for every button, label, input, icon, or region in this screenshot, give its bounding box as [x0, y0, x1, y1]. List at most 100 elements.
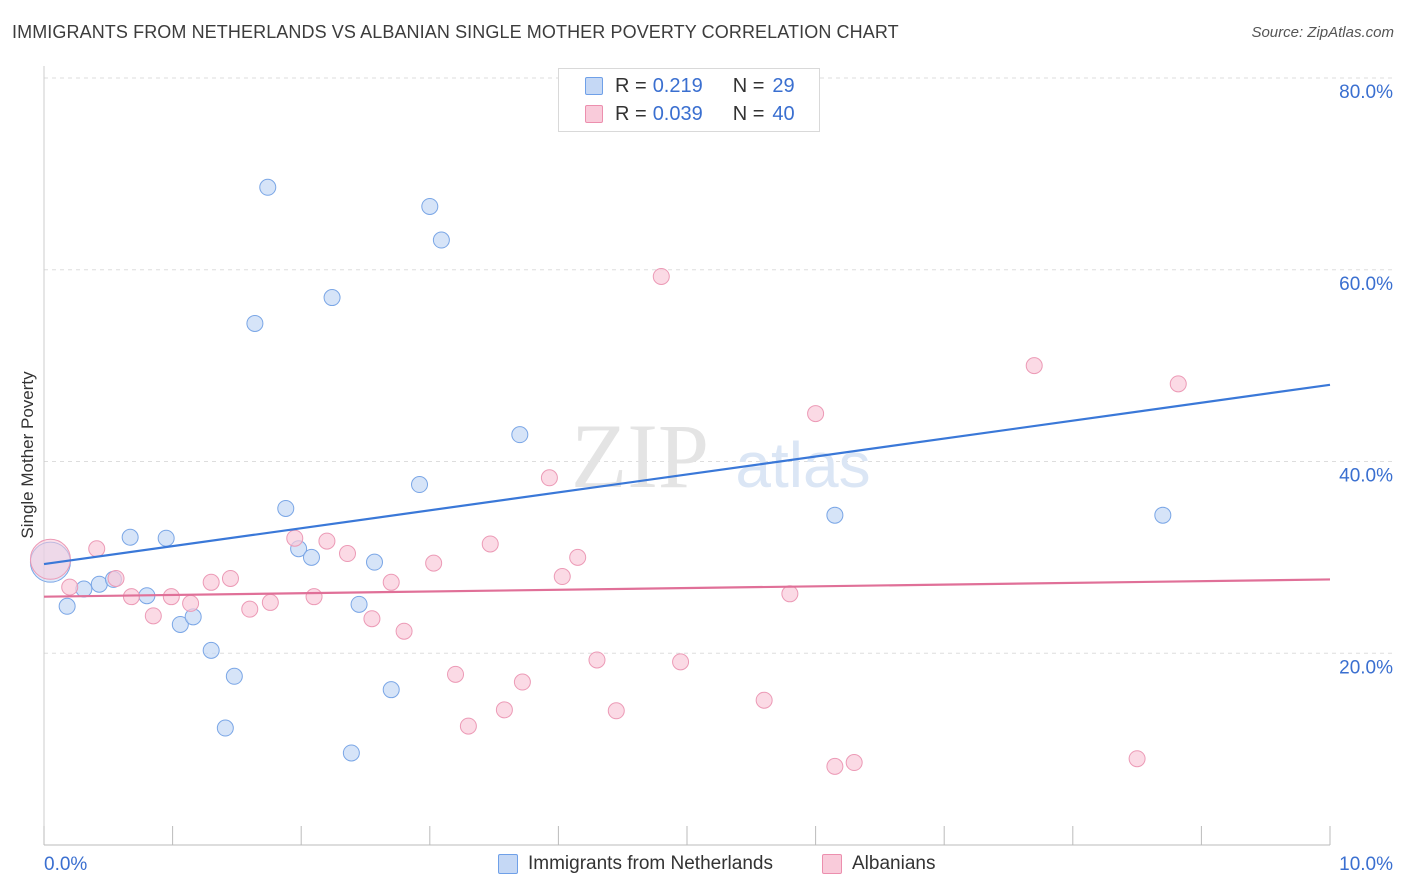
- chart-title: IMMIGRANTS FROM NETHERLANDS VS ALBANIAN …: [12, 22, 899, 42]
- albanians-point: [182, 594, 200, 612]
- tick-labels: 20.0% 40.0% 60.0% 80.0% 0.0% 10.0%: [44, 82, 1393, 875]
- stats-legend-row-netherlands: R = 0.219 N = 29: [585, 73, 795, 99]
- netherlands-point: [171, 615, 189, 633]
- albanians-point: [221, 569, 239, 587]
- albanians-point: [261, 593, 279, 611]
- y-tick-label: 40.0%: [1339, 466, 1393, 487]
- albanians-point: [88, 540, 106, 558]
- netherlands-point: [121, 528, 139, 546]
- netherlands-point: [342, 744, 360, 762]
- albanians-point: [807, 405, 825, 423]
- netherlands-swatch: [585, 77, 603, 95]
- albanians-point: [513, 673, 531, 691]
- albanians-point: [29, 538, 71, 580]
- stats-legend-row-albanians: R = 0.039 N = 40: [585, 101, 795, 127]
- albanians-point: [382, 573, 400, 591]
- netherlands-trend-line: [43, 383, 1331, 566]
- netherlands-point: [1154, 506, 1172, 524]
- netherlands-point: [366, 553, 384, 571]
- albanians-point: [447, 665, 465, 683]
- watermark: ZIP atlas: [571, 405, 871, 507]
- grid-lines: [44, 77, 1392, 654]
- albanians-point: [286, 529, 304, 547]
- albanians-point: [338, 545, 356, 563]
- albanians-point: [607, 702, 625, 720]
- albanians-trend-line: [43, 578, 1331, 598]
- netherlands-point: [58, 597, 76, 615]
- trend-lines: [43, 383, 1331, 598]
- netherlands-point: [157, 529, 175, 547]
- netherlands-point: [302, 548, 320, 566]
- netherlands-point: [75, 580, 93, 598]
- source-label: Source: ZipAtlas.com: [1251, 24, 1394, 41]
- albanians-point: [395, 622, 413, 640]
- albanians-point: [652, 267, 670, 285]
- albanians-point: [1025, 357, 1043, 375]
- netherlands-point: [225, 667, 243, 685]
- albanians-point: [144, 607, 162, 625]
- albanians-point: [826, 757, 844, 775]
- netherlands-point: [432, 231, 450, 249]
- x-tick-label-end: 10.0%: [1339, 854, 1393, 875]
- albanians-point: [241, 600, 259, 618]
- netherlands-point: [216, 719, 234, 737]
- albanians-point: [540, 469, 558, 487]
- netherlands-point: [246, 314, 264, 332]
- y-tick-label: 80.0%: [1339, 82, 1393, 103]
- legend-label-albanians: Albanians: [852, 853, 936, 874]
- n-value: 29: [772, 74, 795, 97]
- netherlands-point: [90, 575, 108, 593]
- netherlands-point: [277, 499, 295, 517]
- albanians-point: [61, 578, 79, 596]
- albanians-point: [672, 653, 690, 671]
- albanians-point: [107, 569, 125, 587]
- albanians-point: [495, 701, 513, 719]
- albanians-point: [588, 651, 606, 669]
- netherlands-point: [511, 426, 529, 444]
- netherlands-point: [421, 197, 439, 215]
- netherlands-point: [411, 476, 429, 494]
- legend-label-netherlands: Immigrants from Netherlands: [528, 853, 773, 874]
- netherlands-point: [323, 289, 341, 307]
- x-tick-label-start: 0.0%: [44, 854, 87, 875]
- y-tick-label: 20.0%: [1339, 657, 1393, 678]
- legend-item-albanians[interactable]: Albanians: [822, 852, 935, 876]
- albanians-point: [162, 588, 180, 606]
- albanians-point: [569, 548, 587, 566]
- netherlands-point: [382, 681, 400, 699]
- albanians-point: [363, 610, 381, 628]
- r-label: R =: [615, 102, 647, 125]
- albanians-legend-swatch: [822, 854, 842, 874]
- y-tick-label: 60.0%: [1339, 274, 1393, 295]
- netherlands-legend-swatch: [498, 854, 518, 874]
- albanians-point: [425, 554, 443, 572]
- albanians-point: [1169, 375, 1187, 393]
- axes: [43, 66, 1331, 846]
- albanians-point: [318, 532, 336, 550]
- albanians-point: [845, 754, 863, 772]
- r-label: R =: [615, 74, 647, 97]
- netherlands-point: [202, 641, 220, 659]
- albanians-point: [755, 691, 773, 709]
- stats-legend: R = 0.219 N = 29 R = 0.039 N = 40: [558, 68, 820, 132]
- legend-item-netherlands[interactable]: Immigrants from Netherlands: [498, 852, 773, 876]
- r-value: 0.039: [652, 102, 703, 125]
- albanians-swatch: [585, 105, 603, 123]
- albanians-point: [202, 573, 220, 591]
- albanians-point: [553, 568, 571, 586]
- netherlands-point: [259, 178, 277, 196]
- n-value: 40: [772, 102, 795, 125]
- netherlands-point: [350, 595, 368, 613]
- albanians-point: [481, 535, 499, 553]
- r-value: 0.219: [652, 74, 703, 97]
- albanians-point: [781, 585, 799, 603]
- n-label: N =: [732, 102, 765, 125]
- albanians-point: [1128, 750, 1146, 768]
- albanians-point: [459, 717, 477, 735]
- netherlands-point: [826, 506, 844, 524]
- y-axis-title: Single Mother Poverty: [18, 371, 37, 539]
- scatter-points: [29, 178, 1187, 775]
- albanians-point: [305, 588, 323, 606]
- watermark-zip: ZIP: [571, 405, 709, 507]
